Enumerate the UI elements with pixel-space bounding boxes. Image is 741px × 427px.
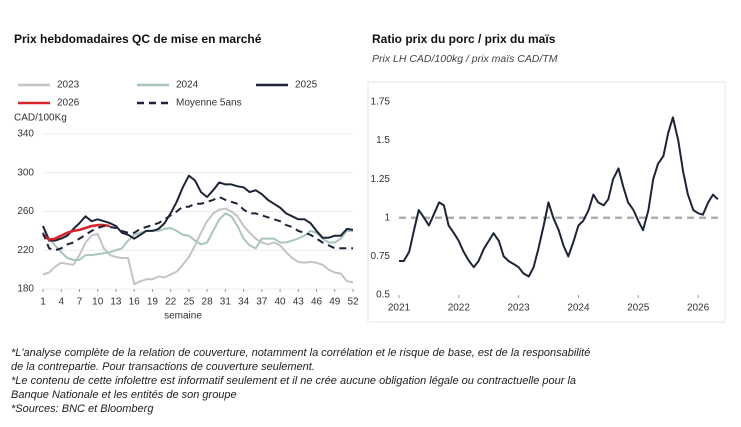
series-line — [42, 196, 353, 252]
x-tick-label: 52 — [347, 297, 359, 308]
y-tick-label: 0.75 — [371, 251, 391, 262]
x-tick-label: 16 — [129, 297, 141, 308]
legend-label: 2025 — [295, 80, 318, 91]
y-tick-label: 260 — [17, 206, 34, 217]
x-tick-label: 4 — [58, 297, 64, 308]
chart-subtitle: Prix LH CAD/100kg / prix maïs CAD/TM — [372, 53, 558, 65]
footnote: *L'analyse complète de la relation de co… — [11, 347, 590, 359]
x-tick-label: 31 — [220, 297, 232, 308]
x-tick-label: 37 — [256, 297, 268, 308]
y-tick-label: 340 — [17, 129, 34, 140]
x-tick-label: 46 — [311, 297, 323, 308]
x-tick-label: 40 — [274, 297, 286, 308]
x-tick-label: 2026 — [687, 303, 710, 314]
chart-title: Prix hebdomadaires QC de mise en marché — [14, 32, 262, 46]
x-tick-label: 22 — [165, 297, 177, 308]
footnote: de la contrepartie. Pour transactions de… — [11, 361, 315, 373]
x-axis-label: semaine — [164, 311, 202, 322]
legend-label: 2026 — [57, 98, 80, 109]
x-tick-label: 13 — [110, 297, 122, 308]
x-tick-label: 2022 — [448, 303, 471, 314]
x-tick-label: 34 — [238, 297, 250, 308]
x-tick-label: 2025 — [627, 303, 650, 314]
legend-label: 2024 — [176, 80, 199, 91]
legend-label: Moyenne 5ans — [176, 98, 242, 109]
x-tick-label: 2021 — [388, 303, 411, 314]
x-tick-label: 2024 — [567, 303, 590, 314]
x-tick-label: 2023 — [508, 303, 531, 314]
footnote: *Le contenu de cette infolettre est info… — [11, 375, 576, 387]
x-tick-label: 1 — [40, 297, 46, 308]
y-tick-label: 300 — [17, 167, 34, 178]
x-tick-label: 19 — [147, 297, 159, 308]
x-tick-label: 10 — [92, 297, 104, 308]
footnote: Banque Nationale et les entités de son g… — [11, 389, 237, 401]
x-tick-label: 7 — [77, 297, 83, 308]
series-line — [42, 207, 354, 286]
y-tick-label: 1.75 — [371, 97, 391, 108]
x-tick-label: 49 — [329, 297, 341, 308]
y-tick-label: 0.5 — [376, 290, 390, 301]
chart-title: Ratio prix du porc / prix du maïs — [372, 32, 556, 46]
footnote: *Sources: BNC et Bloomberg — [11, 403, 154, 415]
x-tick-label: 43 — [293, 297, 305, 308]
y-tick-label: 1.5 — [376, 135, 390, 146]
x-tick-label: 25 — [183, 297, 195, 308]
y-tick-label: 1.25 — [371, 174, 391, 185]
y-tick-label: 1 — [384, 212, 390, 223]
series-line — [42, 212, 353, 261]
y-tick-label: 220 — [17, 245, 34, 256]
series-line — [42, 223, 111, 241]
legend-label: 2023 — [57, 80, 80, 91]
x-tick-label: 28 — [202, 297, 214, 308]
series-line — [399, 116, 719, 278]
y-tick-label: 180 — [17, 284, 34, 295]
panel-frame — [367, 81, 726, 323]
series-line — [42, 174, 354, 242]
y-axis-label: CAD/100Kg — [14, 113, 67, 124]
